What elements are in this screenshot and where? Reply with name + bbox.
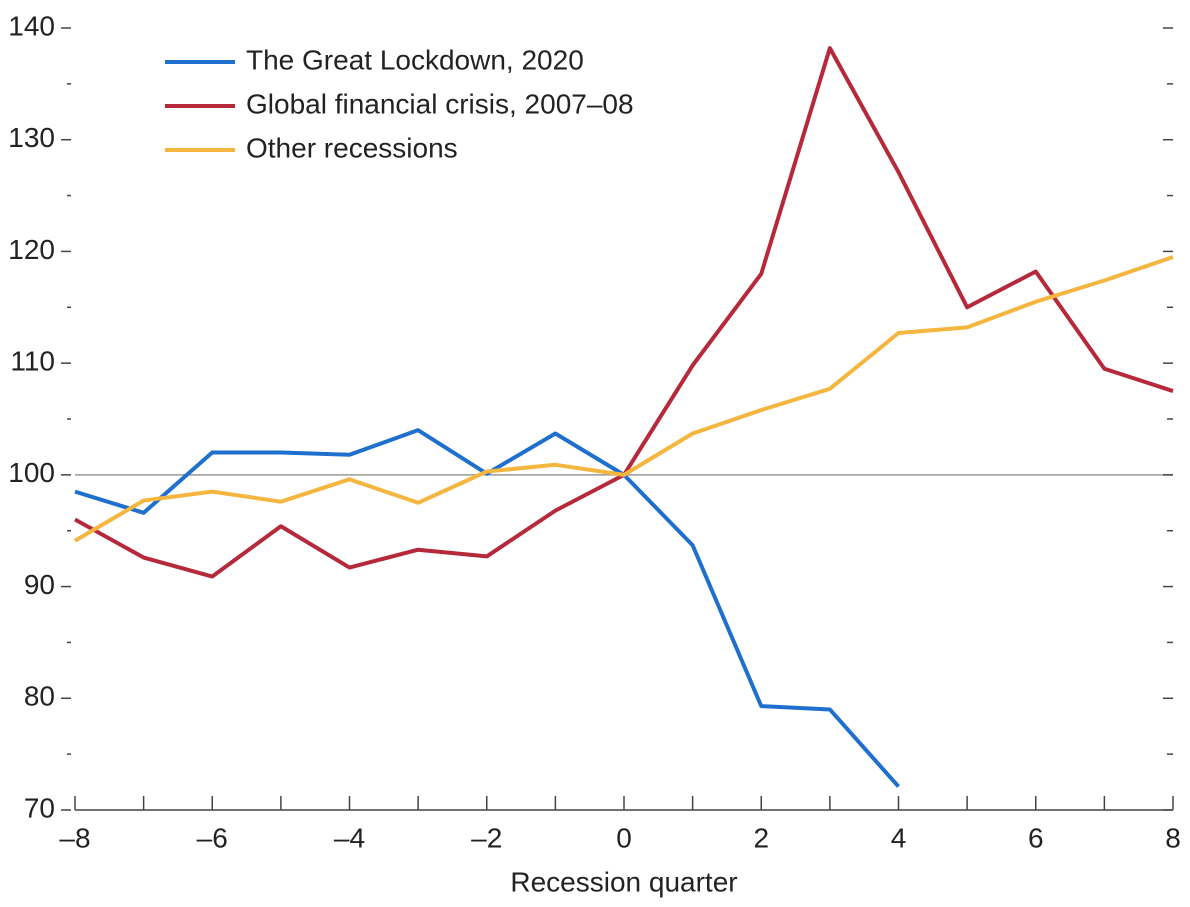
x-tick-label: –4 <box>334 822 365 853</box>
legend-label: Global financial crisis, 2007–08 <box>246 88 634 119</box>
x-tick-label: 2 <box>753 822 769 853</box>
x-tick-label: 4 <box>891 822 907 853</box>
x-tick-label: 0 <box>616 822 632 853</box>
x-tick-label: –2 <box>471 822 502 853</box>
legend-label: Other recessions <box>246 132 458 163</box>
y-tick-label: 120 <box>8 234 55 265</box>
x-tick-label: –6 <box>197 822 228 853</box>
y-tick-label: 110 <box>10 346 55 377</box>
legend-label: The Great Lockdown, 2020 <box>246 44 584 75</box>
series-line <box>73 255 1174 543</box>
y-tick-label: 100 <box>8 457 55 488</box>
series-line <box>74 428 900 788</box>
y-tick-label: 80 <box>24 681 55 712</box>
y-tick-label: 70 <box>24 792 55 823</box>
x-tick-label: 8 <box>1165 822 1181 853</box>
x-tick-label: 6 <box>1028 822 1044 853</box>
y-tick-label: 130 <box>8 122 55 153</box>
x-axis-label: Recession quarter <box>510 866 737 897</box>
x-tick-label: –8 <box>59 822 90 853</box>
y-tick-label: 90 <box>24 569 55 600</box>
y-tick-label: 140 <box>8 10 55 41</box>
